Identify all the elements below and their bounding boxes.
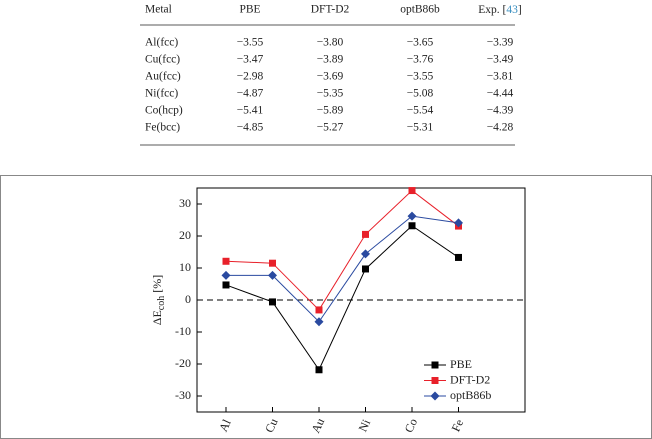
data-point xyxy=(314,317,324,327)
data-point xyxy=(361,249,370,259)
data-point xyxy=(362,265,369,273)
y-label-part: coh xyxy=(156,296,167,310)
y-tick-label: -30 xyxy=(175,388,191,402)
y-tick-label: -20 xyxy=(175,356,191,370)
x-tick-label: Fe xyxy=(448,417,466,434)
table-cell: Fe(bcc) xyxy=(145,122,180,134)
data-point xyxy=(454,218,463,228)
table-cell: −5.31 xyxy=(407,122,434,134)
data-point xyxy=(407,211,417,221)
legend-label: optB86b xyxy=(450,388,491,402)
table-cell: −3.89 xyxy=(317,54,344,66)
figure-frame xyxy=(0,175,652,439)
table-cell: Ni(fcc) xyxy=(145,88,178,100)
x-tick-label: Co xyxy=(402,416,421,435)
table-cell: Au(fcc) xyxy=(145,71,181,83)
table-cell: −4.39 xyxy=(487,105,514,117)
data-point xyxy=(222,281,230,289)
table-cell: −4.28 xyxy=(487,122,514,134)
table-cell: −3.80 xyxy=(317,37,344,49)
data-point xyxy=(221,270,231,280)
y-label-part: [%] xyxy=(150,275,164,296)
legend-marker xyxy=(431,377,439,384)
x-tick-label: Cu xyxy=(262,416,281,435)
table-cell: −3.69 xyxy=(317,71,344,83)
header-part: ] xyxy=(518,4,522,16)
table-cell: −3.76 xyxy=(407,54,434,66)
header-part[interactable]: 43 xyxy=(506,4,518,16)
table-cell: −3.55 xyxy=(407,71,434,83)
table-cell: −3.55 xyxy=(237,37,264,49)
table-header: DFT-D2 xyxy=(311,4,350,16)
table-cell: −5.27 xyxy=(317,122,344,134)
table-header: Exp. [43] xyxy=(478,4,521,16)
table-header: Metal xyxy=(145,4,172,16)
data-point xyxy=(269,259,276,267)
data-point xyxy=(408,222,416,230)
table-cell: Cu(fcc) xyxy=(145,54,180,66)
y-axis-label: ΔEcoh [%] xyxy=(150,275,168,326)
table-header: PBE xyxy=(239,4,260,16)
table-cell: −4.44 xyxy=(487,88,514,100)
legend-label: DFT-D2 xyxy=(450,372,490,386)
y-tick-label: 30 xyxy=(179,196,191,210)
table-cell: −4.85 xyxy=(237,122,264,134)
table-cell: −5.54 xyxy=(407,105,434,117)
x-tick-label: Au xyxy=(308,416,327,435)
series-line xyxy=(226,215,459,323)
x-tick-label: Ni xyxy=(355,416,373,433)
table-cell: −3.49 xyxy=(487,54,514,66)
data-point xyxy=(315,366,323,374)
legend-marker xyxy=(430,391,440,401)
data-point xyxy=(362,230,369,238)
data-point xyxy=(268,270,277,280)
table-cell: −3.65 xyxy=(407,37,434,49)
table-cell: −4.87 xyxy=(237,88,264,100)
x-tick-label: Al xyxy=(216,416,234,433)
legend-label: PBE xyxy=(450,357,472,371)
y-tick-label: -10 xyxy=(175,324,191,338)
data-point xyxy=(222,257,230,265)
table-cell: −5.41 xyxy=(237,105,264,117)
series-line xyxy=(225,225,459,371)
table-cell: −3.81 xyxy=(487,71,514,83)
y-tick-label: 20 xyxy=(179,228,191,242)
data-point xyxy=(269,298,276,306)
chart: -30 -20 -10 0 10 20 30 Al Cu Au Ni Co Fe ΔEcoh [%] PBE… xyxy=(150,187,526,435)
series-line xyxy=(225,189,459,311)
legend-marker xyxy=(431,361,439,369)
table-cell: −5.35 xyxy=(317,88,344,100)
table-cell: −3.39 xyxy=(487,37,514,49)
table-cell: −5.89 xyxy=(317,105,344,117)
data-point xyxy=(408,187,416,195)
data-point xyxy=(315,306,323,314)
table-cell: −2.98 xyxy=(237,71,264,83)
y-label-part: ΔE xyxy=(150,310,164,325)
table-header: optB86b xyxy=(400,4,440,16)
y-tick-label: 0 xyxy=(185,292,191,306)
table-cell: −5.08 xyxy=(407,88,434,100)
table-cell: Co(hcp) xyxy=(145,105,183,117)
header-part: Exp. [ xyxy=(478,4,506,16)
table: Metal PBE DFT-D2 optB86b Exp. [43] Al(fcc) −3.… xyxy=(140,4,522,146)
y-tick-label: 10 xyxy=(179,260,191,274)
table-cell: Al(fcc) xyxy=(145,37,178,49)
table-cell: −3.47 xyxy=(237,54,264,66)
data-point xyxy=(455,253,462,261)
